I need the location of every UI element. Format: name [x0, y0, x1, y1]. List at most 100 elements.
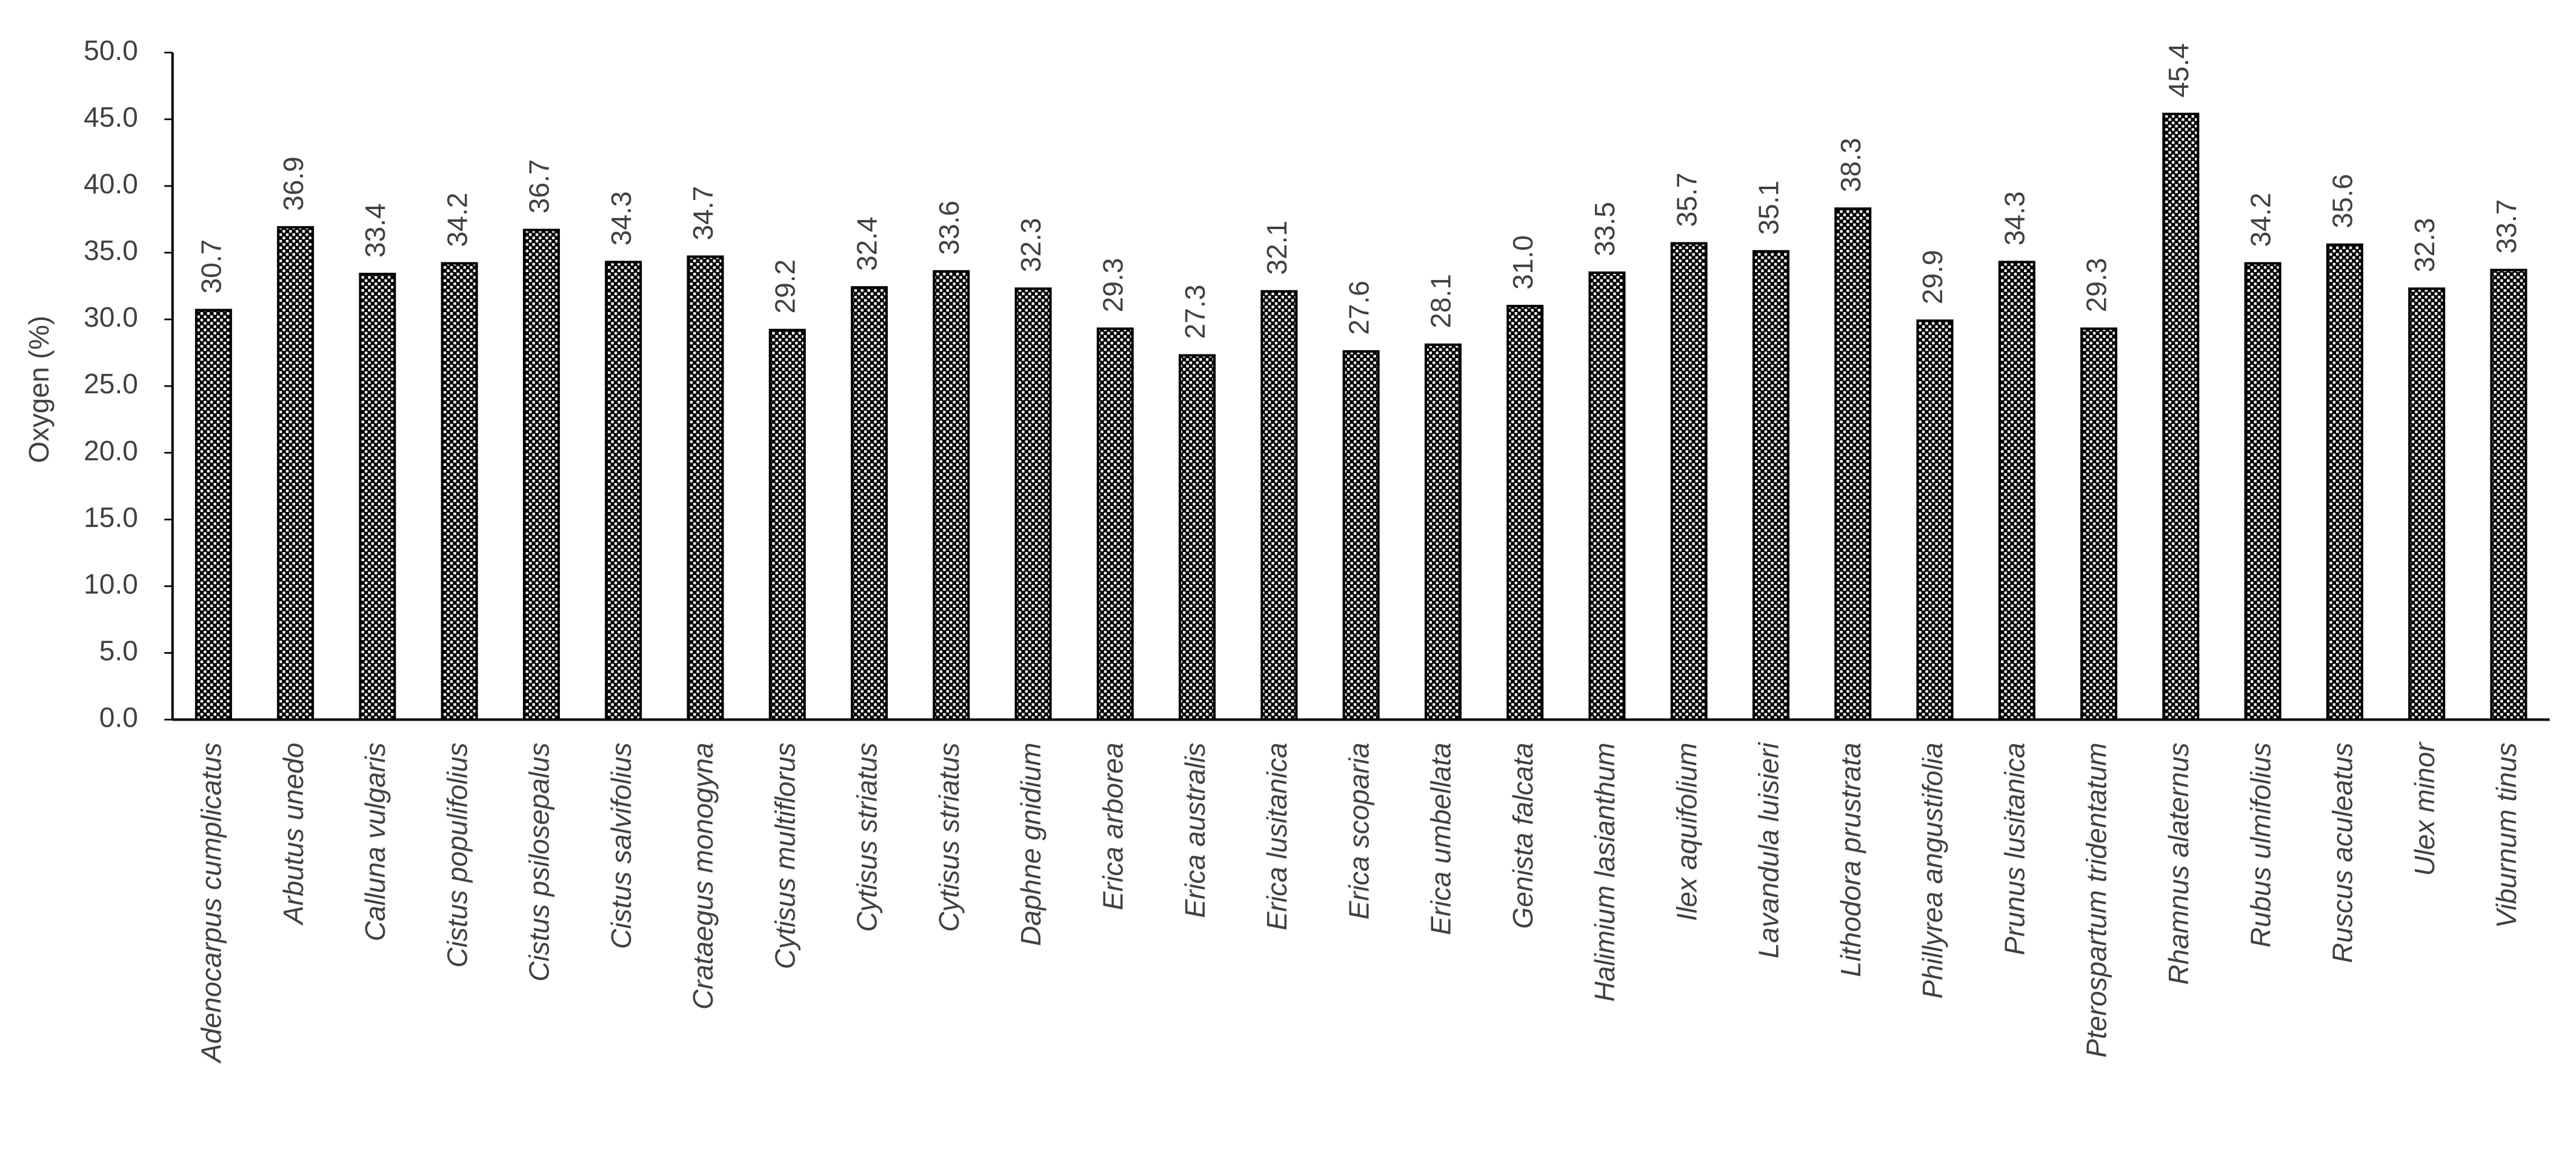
y-tick-label: 5.0 — [99, 635, 138, 667]
x-tick-label: Cistus populifolius — [441, 742, 473, 967]
bar — [1916, 319, 1954, 721]
bar — [1424, 343, 1462, 721]
value-label: 27.3 — [1179, 285, 1211, 339]
x-tick-label: Cistus salvifolius — [605, 742, 637, 949]
x-tick-label: Calluna vulgaris — [359, 742, 391, 941]
bar — [2244, 262, 2281, 721]
bar — [1342, 350, 1380, 721]
value-label: 35.1 — [1753, 181, 1785, 235]
value-label: 34.2 — [441, 193, 473, 247]
value-label: 28.1 — [1425, 274, 1457, 328]
x-tick-label: Daphne gnidium — [1015, 742, 1047, 946]
value-label: 30.7 — [196, 239, 227, 294]
value-label: 33.6 — [933, 201, 965, 255]
bar — [1670, 242, 1708, 721]
x-tick-label: Crataegus monogyna — [687, 742, 719, 1010]
bar — [687, 255, 724, 721]
value-label: 27.6 — [1343, 281, 1374, 335]
y-tick-label: 0.0 — [99, 702, 138, 733]
y-tick-label: 10.0 — [84, 568, 138, 599]
value-label: 32.4 — [851, 216, 883, 271]
y-tick-label: 45.0 — [84, 101, 138, 133]
x-tick-label: Erica lusitanica — [1261, 742, 1293, 930]
bar — [2408, 287, 2446, 721]
bar — [441, 262, 478, 721]
x-tick-label: Genista falcata — [1507, 742, 1539, 928]
value-label: 33.5 — [1589, 202, 1620, 256]
value-label: 34.3 — [1999, 192, 2030, 246]
value-label: 38.3 — [1835, 138, 1866, 193]
bar — [1014, 287, 1052, 721]
value-label: 29.3 — [2081, 258, 2112, 313]
bar — [522, 228, 560, 721]
bar — [1260, 290, 1298, 721]
value-label: 34.2 — [2245, 193, 2276, 247]
bar — [1752, 250, 1789, 721]
bar — [1834, 207, 1872, 721]
bar — [2326, 243, 2363, 721]
x-tick-label: Erica arborea — [1097, 742, 1129, 910]
x-tick-label: Cytisus striatus — [933, 742, 965, 931]
x-tick-label: Lavandula luisieri — [1753, 742, 1785, 959]
x-tick-label: Ulex minor — [2409, 742, 2440, 876]
x-tick-label: Ilex aquifolium — [1671, 742, 1702, 921]
x-tick-label: Erica umbellata — [1425, 742, 1457, 935]
y-tick-label: 20.0 — [84, 435, 138, 466]
x-tick-label: Rubus ulmifolius — [2245, 742, 2276, 947]
value-label: 32.1 — [1261, 221, 1293, 275]
bar — [1096, 327, 1134, 721]
value-label: 36.7 — [524, 159, 555, 214]
bar — [359, 273, 396, 721]
x-tick-label: Lithodora prustrata — [1835, 742, 1866, 977]
value-label: 29.9 — [1917, 250, 1948, 304]
x-tick-label: Prunus lusitanica — [1999, 742, 2030, 955]
x-tick-label: Cytisus striatus — [851, 742, 883, 931]
value-label: 35.7 — [1671, 173, 1702, 227]
x-tick-label: Cistus psilosepalus — [524, 742, 555, 981]
x-tick-label: Erica australis — [1179, 742, 1211, 918]
bar — [195, 308, 232, 721]
value-label: 32.3 — [1015, 218, 1047, 273]
value-label: 29.2 — [769, 259, 800, 314]
bar — [933, 270, 970, 721]
bar — [2080, 327, 2118, 721]
x-tick-label: Erica scoparia — [1343, 742, 1374, 919]
bar — [1998, 261, 2035, 721]
value-label: 45.4 — [2163, 43, 2194, 98]
x-tick-label: Ruscus aculeatus — [2327, 742, 2358, 963]
x-tick-label: Viburnum tinus — [2491, 742, 2522, 928]
y-tick-label: 40.0 — [84, 168, 138, 199]
bar — [2490, 268, 2528, 721]
value-label: 29.3 — [1097, 258, 1129, 313]
x-tick-label: Arbutus unedo — [278, 742, 309, 926]
y-tick-label: 30.0 — [84, 301, 138, 333]
y-tick-label: 50.0 — [84, 35, 138, 66]
value-label: 36.9 — [278, 156, 309, 211]
x-tick-label: Rhamnus alaternus — [2163, 742, 2194, 985]
value-label: 34.7 — [687, 186, 719, 241]
bar — [1588, 271, 1626, 721]
value-label: 33.4 — [359, 203, 391, 258]
y-tick-label: 15.0 — [84, 501, 138, 533]
x-tick-label: Cytisus multiflorus — [769, 742, 800, 969]
y-tick-label: 25.0 — [84, 368, 138, 399]
y-axis-label: Oxygen (%) — [23, 316, 55, 463]
value-label: 32.3 — [2409, 218, 2440, 273]
bar — [1179, 354, 1216, 721]
value-label: 33.7 — [2491, 199, 2522, 254]
bar — [2162, 112, 2200, 721]
bar — [768, 328, 806, 721]
value-label: 34.3 — [605, 192, 637, 246]
value-label: 35.6 — [2327, 174, 2358, 228]
value-label: 31.0 — [1507, 235, 1539, 290]
x-tick-label: Halimium lasianthum — [1589, 742, 1620, 1002]
bar — [1506, 304, 1544, 721]
bar — [605, 261, 642, 721]
bar — [851, 286, 888, 721]
x-tick-label: Pterospartum tridentatum — [2081, 742, 2112, 1058]
y-tick-label: 35.0 — [84, 235, 138, 266]
x-tick-label: Phillyrea angustifolia — [1917, 742, 1948, 999]
x-tick-label: Adenocarpus cumplicatus — [196, 742, 227, 1064]
bar — [277, 226, 315, 721]
